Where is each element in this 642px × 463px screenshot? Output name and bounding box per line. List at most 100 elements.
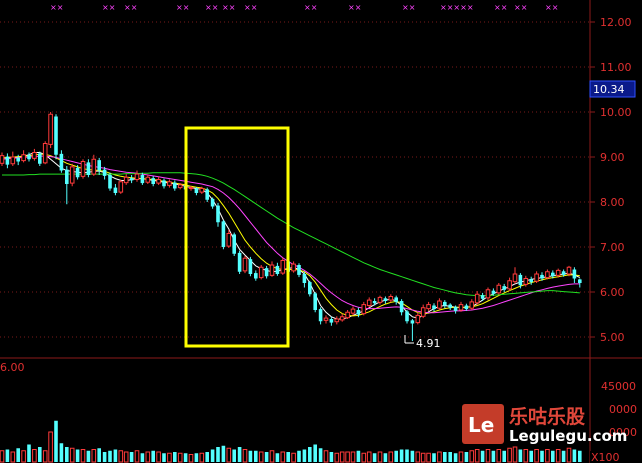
event-marker[interactable]: ×××××: [440, 3, 474, 12]
volume-bar: [286, 452, 290, 462]
volume-bar: [361, 452, 367, 463]
event-marker[interactable]: ××: [205, 3, 218, 12]
event-marker[interactable]: ××: [494, 3, 507, 12]
volume-bar: [118, 450, 124, 463]
volume-bar: [458, 451, 464, 463]
volume-bar: [97, 448, 101, 462]
event-marker[interactable]: ××: [124, 3, 137, 12]
ma-line-1: [1, 152, 581, 320]
candle: [275, 262, 280, 276]
volume-bar: [366, 451, 372, 463]
candle: [523, 275, 529, 287]
volume-bar: [216, 447, 220, 462]
candle: [394, 295, 398, 305]
volume-bar: [308, 447, 312, 462]
candle: [518, 273, 523, 289]
volume-tick-label: 45000: [601, 380, 636, 393]
event-marker[interactable]: ××: [348, 3, 361, 12]
volume-bar: [383, 453, 388, 462]
volume-bar: [145, 451, 151, 463]
volume-bar: [42, 450, 48, 463]
volume-bar: [464, 452, 469, 462]
candle: [469, 299, 475, 310]
volume-bar: [551, 450, 555, 462]
candle: [377, 295, 383, 305]
volume-bar: [561, 450, 566, 462]
candle: [356, 307, 361, 318]
candle: [366, 297, 372, 308]
volume-bar: [437, 451, 442, 463]
price-tick-labels: 12.00 11.00 10.00 9.00 8.00 7.00 6.00 5.00: [600, 16, 632, 344]
candle: [242, 256, 248, 274]
candle: [491, 288, 496, 296]
y-tick-label: 6.00: [600, 286, 625, 299]
volume-bar: [199, 452, 205, 463]
candle: [10, 151, 16, 166]
event-marker[interactable]: ××: [176, 3, 189, 12]
volume-bar: [512, 446, 518, 463]
event-marker[interactable]: ××: [222, 3, 235, 12]
event-marker[interactable]: ××: [545, 3, 558, 12]
candle: [555, 268, 561, 278]
candle: [432, 303, 436, 312]
event-marker[interactable]: ××: [50, 3, 63, 12]
candle: [540, 272, 544, 281]
candle: [529, 276, 533, 285]
candle: [162, 178, 166, 189]
volume-bar: [102, 452, 107, 462]
candle: [140, 172, 145, 185]
candle: [545, 269, 550, 280]
volume-bar: [534, 449, 539, 463]
volume-bars: [0, 420, 582, 463]
watermark-url: Legulegu.com: [509, 427, 627, 445]
y-tick-label: 9.00: [600, 151, 625, 164]
volume-bar: [248, 450, 253, 462]
candle: [291, 261, 296, 273]
candle: [248, 256, 253, 277]
volume-bar: [16, 448, 20, 462]
volume-bar: [394, 450, 398, 462]
candle: [199, 186, 205, 194]
event-marker[interactable]: ××: [402, 3, 415, 12]
candle: [42, 141, 48, 165]
candle: [502, 283, 506, 292]
candle: [464, 303, 469, 311]
event-marker[interactable]: ××: [102, 3, 115, 12]
volume-bar: [448, 452, 452, 462]
volume-bar: [555, 449, 561, 463]
candle: [59, 150, 64, 173]
candle: [237, 250, 242, 274]
candle: [334, 316, 340, 325]
volume-bar: [545, 449, 550, 463]
candle: [485, 287, 491, 301]
event-marker[interactable]: ××: [514, 3, 527, 12]
unit-label-bg: [590, 451, 642, 463]
volume-bar: [540, 450, 544, 462]
watermark-title: 乐咕乐股: [509, 406, 585, 428]
candle: [410, 319, 415, 342]
y-tick-label: 7.00: [600, 241, 625, 254]
volume-bar: [485, 449, 491, 463]
candle: [194, 187, 199, 196]
event-marker[interactable]: ××: [244, 3, 257, 12]
volume-bar: [388, 451, 394, 463]
candle: [80, 159, 86, 179]
candle: [113, 184, 118, 196]
volume-bar: [432, 453, 436, 462]
candle: [383, 296, 388, 304]
volume-bar: [177, 452, 183, 463]
candle: [75, 165, 80, 180]
watermark: Le 乐咕乐股 Legulegu.com: [462, 404, 627, 445]
event-markers-row: ×× ×× ×× ×× ×× ×× ×× ×× ×× ×× ××××× ×× ×× ××: [50, 3, 558, 12]
volume-bar: [302, 449, 307, 462]
candle: [302, 271, 307, 288]
event-marker[interactable]: ××: [304, 3, 317, 12]
volume-bar: [420, 452, 426, 463]
candle: [167, 179, 172, 188]
y-tick-label: 12.00: [600, 16, 632, 29]
volume-bar: [372, 453, 377, 462]
volume-bar: [167, 452, 172, 463]
volume-bar: [237, 447, 242, 462]
